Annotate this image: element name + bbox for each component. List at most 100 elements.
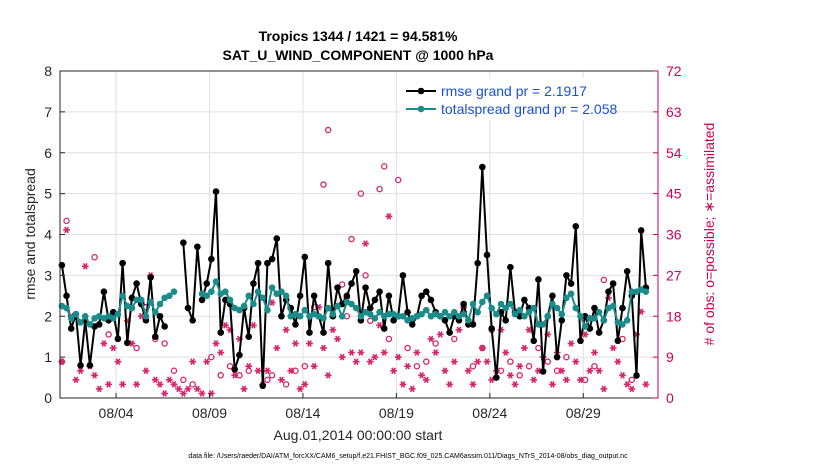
rmse-point (362, 284, 369, 291)
assimilated-obs-point (296, 385, 304, 393)
rmse-point (539, 368, 547, 375)
assimilated-obs-point (282, 326, 290, 334)
assimilated-obs-point (338, 353, 346, 361)
rmse-point (231, 366, 239, 373)
rmse-point (474, 259, 481, 267)
rmse-point (530, 337, 538, 345)
y-axis-left: 0 1 2 3 4 5 6 7 8 (44, 63, 65, 406)
assimilated-obs-point (469, 381, 477, 388)
totalspread-point (208, 288, 215, 296)
rmse-point (324, 259, 332, 267)
x-tick-label: 08/04 (99, 405, 134, 421)
totalspread-point (81, 312, 89, 320)
possible-obs-point (180, 376, 187, 384)
totalspread-point (539, 321, 547, 328)
assimilated-obs-point (198, 390, 206, 397)
y-axis-right: 0 9 18 27 36 45 54 63 72 (653, 63, 682, 406)
totalspread-point (170, 288, 178, 296)
rmse-point (422, 288, 430, 296)
assimilated-obs-point (301, 381, 309, 388)
assimilated-obs-point (320, 344, 327, 352)
assimilated-obs-point (464, 367, 472, 375)
assimilated-obs-point (287, 367, 295, 375)
assimilated-obs-point (380, 349, 388, 356)
assimilated-obs-point (567, 340, 575, 347)
rmse-point (507, 263, 514, 271)
assimilated-obs-point (278, 376, 285, 384)
assimilated-obs-point (77, 367, 84, 375)
rmse-point (633, 372, 640, 379)
totalspread-point (72, 310, 80, 318)
assimilated-obs-point (212, 340, 220, 347)
totalspread-point (609, 302, 617, 310)
rmse-point (521, 296, 528, 304)
data-file-footnote: data file: /Users/raeder/DAI/ATM_forcXX/… (188, 453, 628, 460)
totalspread-point (535, 321, 542, 328)
rmse-point (441, 317, 449, 324)
assimilated-obs-point (175, 385, 183, 393)
y-tick-label: 7 (44, 104, 52, 120)
rmse-point (567, 280, 575, 287)
totalspread-point (567, 290, 575, 298)
assimilated-obs-point (530, 376, 538, 384)
possible-obs-point (282, 381, 290, 388)
assimilated-obs-point (310, 362, 318, 370)
totalspread-point (451, 308, 458, 316)
assimilated-obs-point (240, 385, 248, 393)
totalspread-point (441, 308, 449, 316)
totalspread-point (628, 288, 636, 296)
rmse-point (595, 329, 603, 336)
totalspread-point (376, 308, 383, 316)
assimilated-obs-point (95, 385, 103, 393)
assimilated-obs-point (105, 381, 112, 388)
assimilated-obs-point (385, 212, 393, 220)
assimilated-obs-point (418, 371, 426, 379)
assimilated-obs-point (591, 349, 598, 356)
assimilated-obs-point (371, 353, 379, 361)
rmse-point (77, 362, 84, 369)
possible-obs-point (105, 331, 112, 338)
assimilated-obs-point (609, 344, 617, 352)
y-tick-label: 5 (44, 186, 52, 202)
rmse-point (623, 267, 631, 275)
rmse-point (460, 300, 467, 308)
totalspread-point (212, 278, 220, 285)
rmse-point (469, 321, 477, 328)
assimilated-obs-point (179, 390, 187, 397)
possible-obs-point (208, 353, 215, 361)
possible-obs-point (525, 362, 533, 370)
rmse-point (306, 329, 313, 336)
x-tick-label: 08/24 (472, 405, 507, 421)
y-right-tick-label: 18 (666, 308, 682, 324)
rmse-point (296, 292, 304, 300)
assimilated-obs-point (72, 376, 80, 384)
totalspread-point (114, 310, 122, 318)
rmse-point (619, 304, 626, 312)
totalspread-point (418, 310, 425, 318)
totalspread-point (642, 288, 650, 296)
possible-obs-point (469, 362, 477, 370)
assimilated-obs-point (151, 376, 159, 384)
totalspread-point (142, 312, 150, 320)
rmse-point (320, 329, 327, 336)
possible-obs-point (91, 253, 98, 261)
rmse-point (264, 259, 271, 267)
totalspread-point (63, 304, 70, 312)
rmse-point (156, 312, 164, 320)
totalspread-point (394, 312, 402, 320)
rmse-point (147, 274, 154, 281)
assimilated-obs-point (324, 371, 332, 379)
possible-obs-point (451, 335, 458, 343)
rmse-point (292, 321, 299, 328)
assimilated-obs-point (273, 344, 281, 352)
assimilated-obs-point (170, 381, 178, 388)
assimilated-obs-point (231, 371, 239, 379)
x-tick-label: 08/14 (285, 405, 320, 421)
totalspread-point (259, 294, 267, 302)
possible-obs-point (516, 372, 523, 379)
possible-obs-point (226, 362, 234, 370)
assimilated-obs-point (474, 358, 482, 366)
rmse-point (217, 329, 225, 336)
rmse-point (376, 288, 383, 296)
rmse-point (67, 325, 75, 332)
